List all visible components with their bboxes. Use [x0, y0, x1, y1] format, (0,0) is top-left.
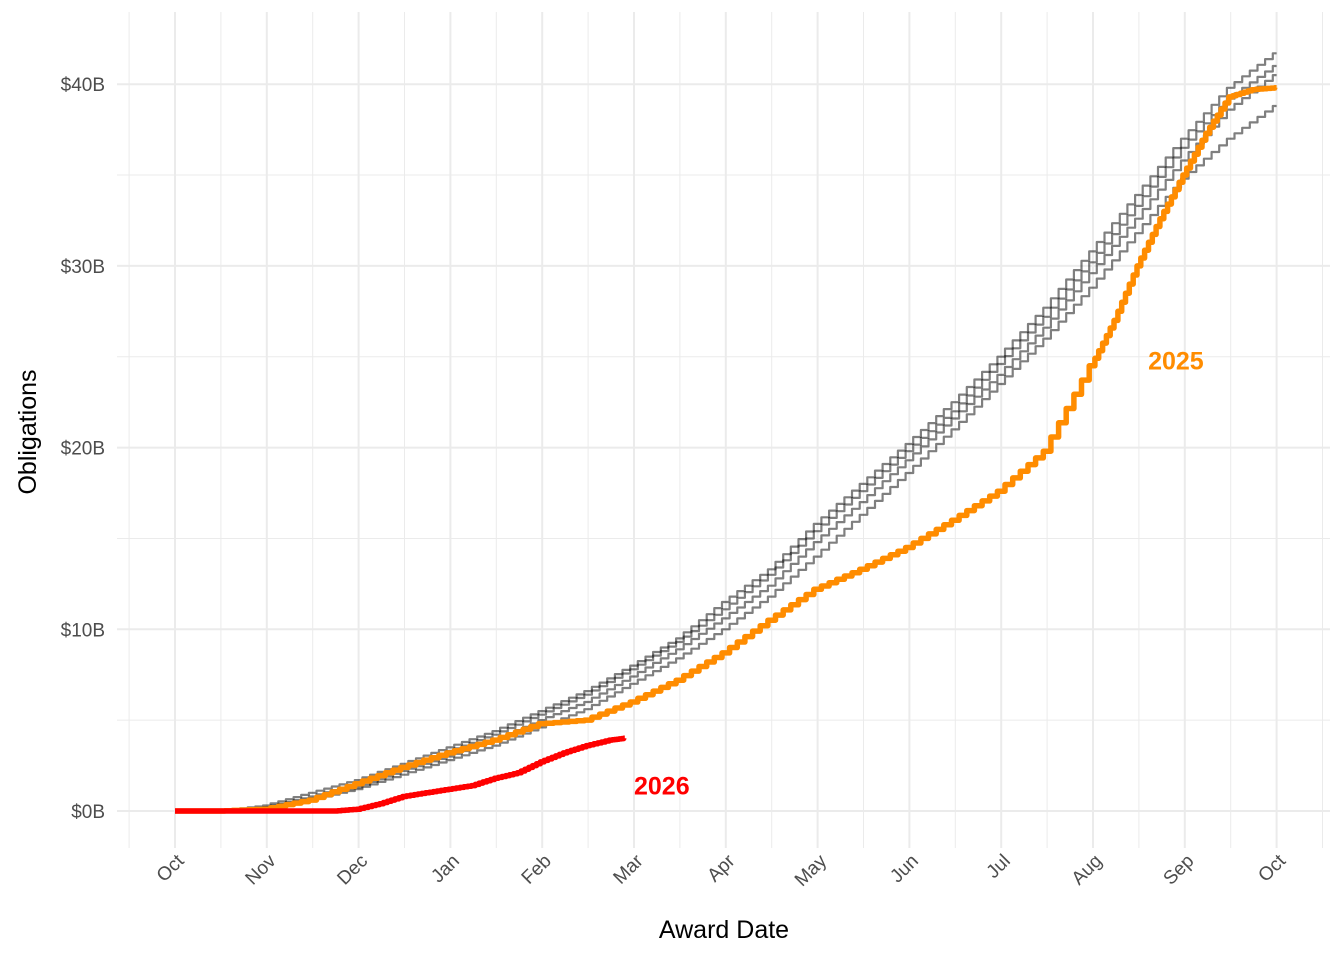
x-tick-label: Oct	[153, 850, 189, 886]
y-axis-title: Obligations	[14, 369, 42, 494]
y-tick-label: $10B	[61, 620, 105, 641]
series-line-2025	[175, 85, 1278, 814]
y-tick-label: $40B	[61, 75, 105, 96]
series-label-2026: 2026	[634, 773, 690, 801]
y-tick-label: $30B	[61, 257, 105, 278]
series-line-history-4	[175, 104, 1277, 813]
x-tick-label: Dec	[333, 851, 372, 890]
x-tick-label: Oct	[1254, 850, 1290, 886]
x-tick-label: Aug	[1068, 851, 1107, 890]
x-tick-label: Jun	[886, 851, 923, 888]
x-tick-label: Feb	[518, 851, 556, 889]
x-tick-label: Apr	[704, 850, 740, 886]
series-line-2026	[175, 735, 627, 814]
grid-major	[117, 12, 1330, 848]
y-tick-label: $0B	[71, 802, 105, 823]
x-tick-label: Mar	[610, 850, 648, 888]
x-axis: Oct Nov Dec Jan Feb Mar Apr May Jun Jul Aug Sep Oct	[153, 850, 1291, 891]
annotation-layer: 2025 2026	[634, 347, 1204, 800]
series-label-2025: 2025	[1148, 347, 1204, 375]
series-line-history-1	[175, 52, 1277, 813]
x-axis-title: Award Date	[659, 916, 789, 944]
x-tick-label: Jan	[427, 851, 464, 888]
x-tick-label: Jul	[983, 851, 1015, 883]
grid-minor	[117, 12, 1330, 848]
x-tick-label: May	[791, 850, 832, 891]
y-tick-label: $20B	[61, 439, 105, 460]
y-axis: $0B $10B $20B $30B $40B	[61, 75, 105, 823]
series-layer	[175, 52, 1278, 814]
x-tick-label: Nov	[242, 850, 281, 889]
x-tick-label: Sep	[1160, 851, 1199, 890]
